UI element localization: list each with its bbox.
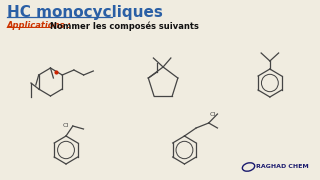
Text: HC monocycliques: HC monocycliques [7, 5, 163, 20]
Text: RAGHAD CHEM: RAGHAD CHEM [256, 165, 309, 170]
Text: Cl: Cl [210, 112, 216, 117]
Text: Nommer les composés suivants: Nommer les composés suivants [51, 21, 199, 30]
Text: Applications :: Applications : [7, 21, 75, 30]
Text: Cl: Cl [63, 123, 69, 127]
